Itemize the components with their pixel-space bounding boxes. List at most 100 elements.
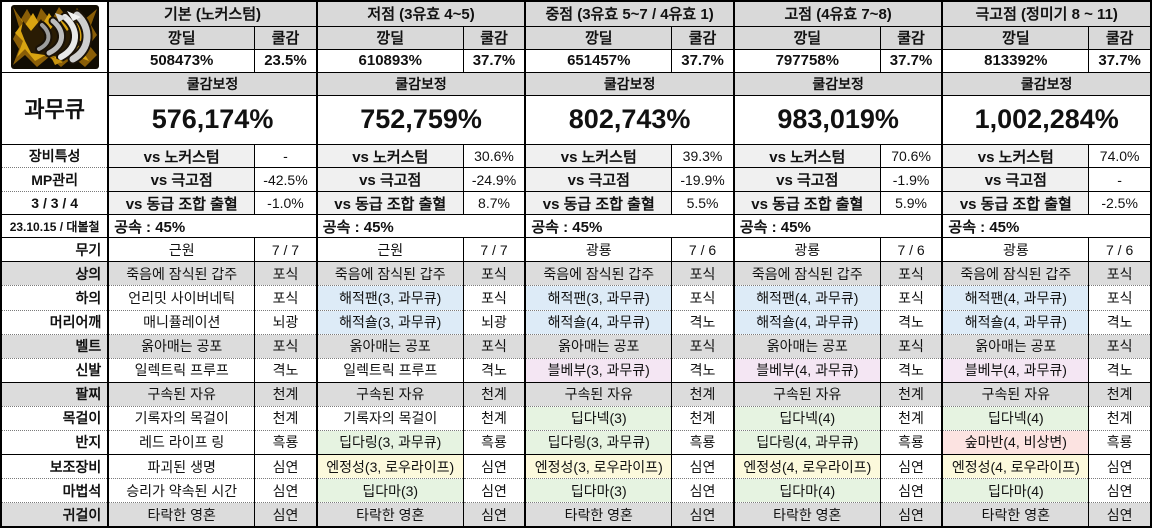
- equip-name-cell: 해적숄(4, 과무큐): [524, 309, 673, 335]
- vs-nocustom-value: 74.0%: [1088, 143, 1152, 168]
- slot-label: 귀걸이: [0, 502, 109, 527]
- vs-nocustom-value: 39.3%: [671, 143, 735, 168]
- cooldown-adjusted-header: 쿨감보정: [732, 71, 943, 96]
- equip-stat-cell: 포식: [462, 261, 526, 286]
- equip-stat-cell: 심연: [671, 502, 735, 527]
- equip-stat-cell: 심연: [879, 478, 943, 503]
- equip-stat-cell: 격노: [1088, 309, 1152, 335]
- equip-stat-cell: 심연: [254, 502, 318, 527]
- attack-speed-cell: 공속 : 45%: [107, 214, 318, 238]
- attack-speed-cell: 공속 : 45%: [315, 214, 526, 238]
- equip-name-cell: 근원: [315, 237, 464, 262]
- equip-stat-cell: 포식: [671, 285, 735, 311]
- equip-stat-cell: 천계: [879, 381, 943, 407]
- equip-stat-cell: 포식: [462, 285, 526, 311]
- cooldown-adjusted-header: 쿨감보정: [107, 71, 318, 96]
- equip-stat-cell: 격노: [671, 309, 735, 335]
- vs-peak-value: -42.5%: [254, 167, 318, 192]
- raw-damage-header: 깡딜: [524, 25, 673, 50]
- equip-name-cell: 딥다마(3): [315, 478, 464, 503]
- raw-damage-value: 508473%: [107, 48, 256, 73]
- equip-stat-cell: 포식: [879, 285, 943, 311]
- equip-stat-cell: 천계: [671, 405, 735, 431]
- cooldown-value: 37.7%: [671, 48, 735, 73]
- equip-name-cell: 구속된 자유: [732, 381, 881, 407]
- equip-stat-cell: 격노: [879, 309, 943, 335]
- vs-bleed-value: 5.9%: [879, 191, 943, 215]
- vs-bleed-label: vs 동급 조합 출혈: [941, 191, 1090, 215]
- equip-stat-cell: 흑룡: [254, 429, 318, 455]
- vs-peak-value: -19.9%: [671, 167, 735, 192]
- equip-name-cell: 매니퓰레이션: [107, 309, 256, 335]
- raw-damage-value: 610893%: [315, 48, 464, 73]
- equip-stat-cell: 천계: [671, 381, 735, 407]
- cooldown-adjusted-value: 576,174%: [107, 94, 318, 145]
- equip-stat-cell: 심연: [462, 454, 526, 479]
- slot-label: 하의: [0, 285, 109, 311]
- equip-name-cell: 레드 라이프 링: [107, 429, 256, 455]
- equip-stat-cell: 포식: [462, 333, 526, 359]
- equip-stat-cell: 천계: [254, 405, 318, 431]
- vs-bleed-label: vs 동급 조합 출혈: [732, 191, 881, 215]
- equip-stat-cell: 흑룡: [462, 429, 526, 455]
- cooldown-header: 쿨감: [462, 25, 526, 50]
- cooldown-value: 37.7%: [462, 48, 526, 73]
- raw-damage-header: 깡딜: [732, 25, 881, 50]
- date-version-label: 23.10.15 / 대볼철: [0, 214, 109, 238]
- slot-label: 반지: [0, 429, 109, 455]
- cooldown-value: 37.7%: [1088, 48, 1152, 73]
- equip-stat-cell: 심연: [879, 454, 943, 479]
- equip-name-cell: 블베부(4, 과무큐): [732, 357, 881, 383]
- equip-stat-cell: 격노: [1088, 357, 1152, 383]
- slot-label: 팔찌: [0, 381, 109, 407]
- vs-bleed-value: -2.5%: [1088, 191, 1152, 215]
- equip-name-cell: 숲마반(4, 비상변): [941, 429, 1090, 455]
- raw-damage-header: 깡딜: [315, 25, 464, 50]
- build-title: 중점 (3유효 5~7 / 4유효 1): [524, 0, 735, 27]
- equip-stat-cell: 심연: [671, 478, 735, 503]
- equip-name-cell: 구속된 자유: [941, 381, 1090, 407]
- slot-label: 무기: [0, 237, 109, 262]
- equip-name-cell: 죽음에 잠식된 갑주: [315, 261, 464, 286]
- equip-name-cell: 타락한 영혼: [732, 502, 881, 527]
- raw-damage-header: 깡딜: [107, 25, 256, 50]
- equip-name-cell: 블베부(3, 과무큐): [524, 357, 673, 383]
- equip-stat-cell: 뇌광: [254, 309, 318, 335]
- equip-stat-cell: 7 / 7: [254, 237, 318, 262]
- vs-peak-value: -24.9%: [462, 167, 526, 192]
- slot-label: 보조장비: [0, 454, 109, 479]
- equip-name-cell: 광룡: [941, 237, 1090, 262]
- equip-stat-cell: 천계: [879, 405, 943, 431]
- vs-bleed-value: 8.7%: [462, 191, 526, 215]
- cooldown-header: 쿨감: [1088, 25, 1152, 50]
- cooldown-adjusted-value: 802,743%: [524, 94, 735, 145]
- equip-stat-cell: 심연: [879, 502, 943, 527]
- equip-stat-cell: 천계: [462, 405, 526, 431]
- cooldown-adjusted-header: 쿨감보정: [941, 71, 1152, 96]
- equip-name-cell: 해적팬(4, 과무큐): [941, 285, 1090, 311]
- cooldown-adjusted-value: 983,019%: [732, 94, 943, 145]
- equip-name-cell: 기록자의 목걸이: [107, 405, 256, 431]
- equip-name-cell: 옭아매는 공포: [732, 333, 881, 359]
- equip-stat-cell: 심연: [254, 454, 318, 479]
- equip-name-cell: 딥다넥(3): [524, 405, 673, 431]
- equip-name-cell: 딥다마(3): [524, 478, 673, 503]
- equip-name-cell: 딥다링(3, 과무큐): [315, 429, 464, 455]
- equip-name-cell: 해적숄(3, 과무큐): [315, 309, 464, 335]
- equip-name-cell: 옭아매는 공포: [941, 333, 1090, 359]
- vs-nocustom-value: 70.6%: [879, 143, 943, 168]
- vs-nocustom-label: vs 노커스텀: [941, 143, 1090, 168]
- equip-stat-cell: 심연: [462, 478, 526, 503]
- equip-stat-cell: 흑룡: [879, 429, 943, 455]
- equip-stat-cell: 격노: [879, 357, 943, 383]
- vs-bleed-label: vs 동급 조합 출혈: [524, 191, 673, 215]
- equip-name-cell: 죽음에 잠식된 갑주: [732, 261, 881, 286]
- left-row-label: 3 / 3 / 4: [0, 191, 109, 215]
- left-row-label: MP관리: [0, 167, 109, 192]
- vs-peak-value: -: [1088, 167, 1152, 192]
- slot-label: 마법석: [0, 478, 109, 503]
- cooldown-header: 쿨감: [879, 25, 943, 50]
- equip-stat-cell: 7 / 7: [462, 237, 526, 262]
- equip-name-cell: 승리가 약속된 시간: [107, 478, 256, 503]
- equip-name-cell: 근원: [107, 237, 256, 262]
